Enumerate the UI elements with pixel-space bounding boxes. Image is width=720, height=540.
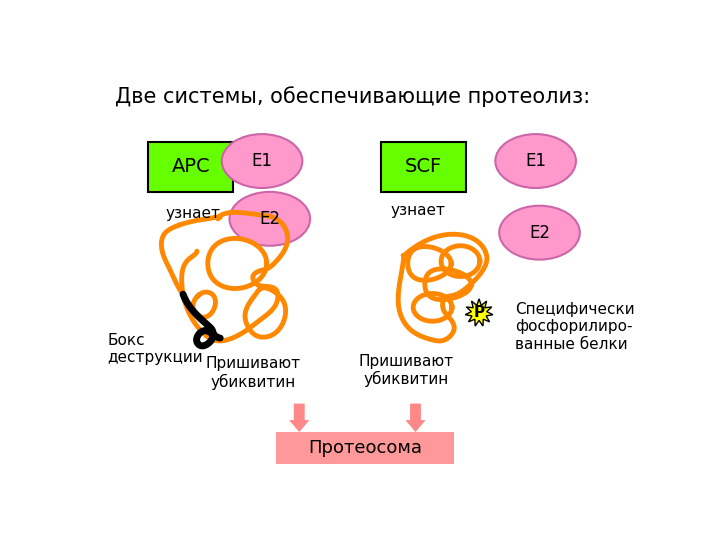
Text: Пришивают
убиквитин: Пришивают убиквитин [205, 356, 300, 390]
FancyBboxPatch shape [276, 432, 454, 464]
Text: Пришивают
убиквитин: Пришивают убиквитин [359, 354, 454, 387]
Text: Бокс
деструкции: Бокс деструкции [107, 333, 202, 365]
Polygon shape [289, 403, 310, 432]
Text: узнает: узнает [166, 206, 221, 221]
Text: Протеосома: Протеосома [308, 439, 422, 457]
Text: Две системы, обеспечивающие протеолиз:: Две системы, обеспечивающие протеолиз: [114, 86, 590, 107]
Text: E1: E1 [251, 152, 273, 170]
FancyBboxPatch shape [148, 142, 233, 192]
Text: Специфически
фосфорилиро-
ванные белки: Специфически фосфорилиро- ванные белки [515, 302, 634, 352]
Polygon shape [405, 403, 426, 432]
Polygon shape [465, 299, 493, 326]
Text: SCF: SCF [405, 157, 442, 177]
Ellipse shape [495, 134, 576, 188]
Text: E1: E1 [525, 152, 546, 170]
Text: P: P [474, 305, 485, 320]
Ellipse shape [499, 206, 580, 260]
Ellipse shape [230, 192, 310, 246]
Text: E2: E2 [259, 210, 280, 228]
Text: узнает: узнает [391, 204, 446, 218]
Text: E2: E2 [529, 224, 550, 242]
Text: APC: APC [171, 157, 210, 177]
FancyBboxPatch shape [381, 142, 466, 192]
Ellipse shape [222, 134, 302, 188]
